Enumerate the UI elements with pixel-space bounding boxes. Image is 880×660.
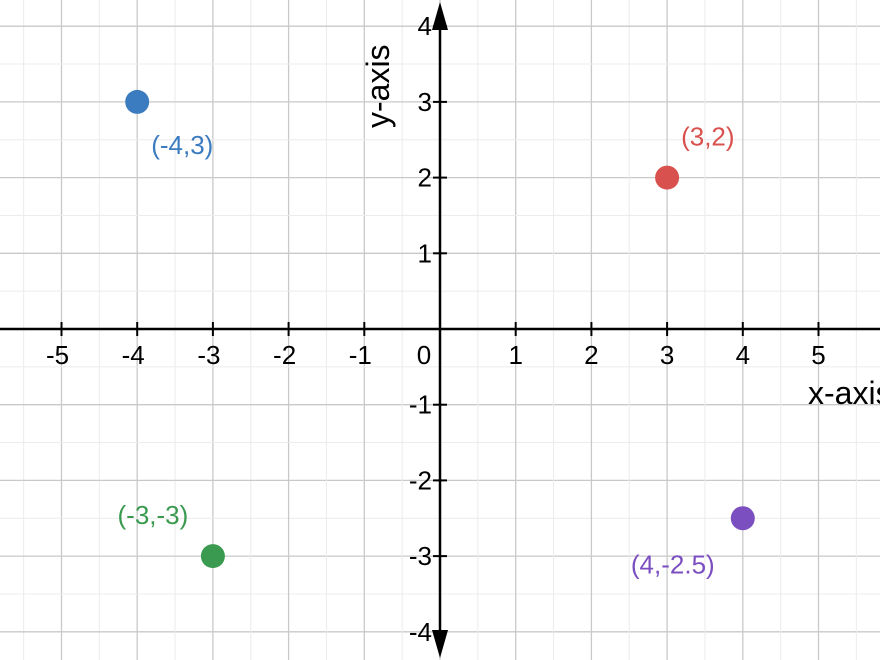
y-axis-arrow-down-icon bbox=[432, 630, 448, 658]
x-tick-label: 1 bbox=[508, 340, 522, 370]
y-tick-label: -1 bbox=[409, 390, 432, 420]
x-tick-label: 4 bbox=[736, 340, 750, 370]
x-tick-label: -3 bbox=[197, 340, 220, 370]
data-point bbox=[730, 506, 755, 531]
y-tick-label: 1 bbox=[418, 238, 432, 268]
y-axis-arrow-up-icon bbox=[432, 2, 448, 30]
y-tick-label: 4 bbox=[418, 11, 432, 41]
tick-labels: -5 -4 -3 -2 -1 0 1 2 3 4 5 4 3 2 1 -1 -2 -3 -4 bbox=[46, 11, 826, 647]
data-point-label: (-3,-3) bbox=[118, 500, 189, 530]
x-tick-label: 5 bbox=[811, 340, 825, 370]
x-tick-label: 3 bbox=[660, 340, 674, 370]
x-tick-label: 0 bbox=[417, 340, 431, 370]
data-point bbox=[125, 89, 150, 114]
y-tick-label: -4 bbox=[409, 617, 432, 647]
y-tick-label: 3 bbox=[418, 87, 432, 117]
data-point-label: (-4,3) bbox=[151, 130, 213, 160]
y-tick-label: 2 bbox=[418, 163, 432, 193]
y-tick-label: -2 bbox=[409, 465, 432, 495]
data-point-label: (4,-2.5) bbox=[631, 549, 715, 579]
x-axis-label: x-axis bbox=[808, 375, 880, 411]
x-tick-label: 2 bbox=[584, 340, 598, 370]
x-tick-label: -4 bbox=[122, 340, 145, 370]
data-points: (-4,3) (3,2) (-3,-3) (4,-2.5) bbox=[118, 89, 755, 579]
x-tick-label: -2 bbox=[273, 340, 296, 370]
x-tick-label: -5 bbox=[46, 340, 69, 370]
data-point bbox=[655, 165, 680, 190]
y-tick-label: -3 bbox=[409, 541, 432, 571]
x-tick-label: -1 bbox=[349, 340, 372, 370]
y-axis-label: y-axis bbox=[360, 44, 396, 128]
data-point bbox=[200, 544, 225, 569]
data-point-label: (3,2) bbox=[681, 122, 734, 152]
